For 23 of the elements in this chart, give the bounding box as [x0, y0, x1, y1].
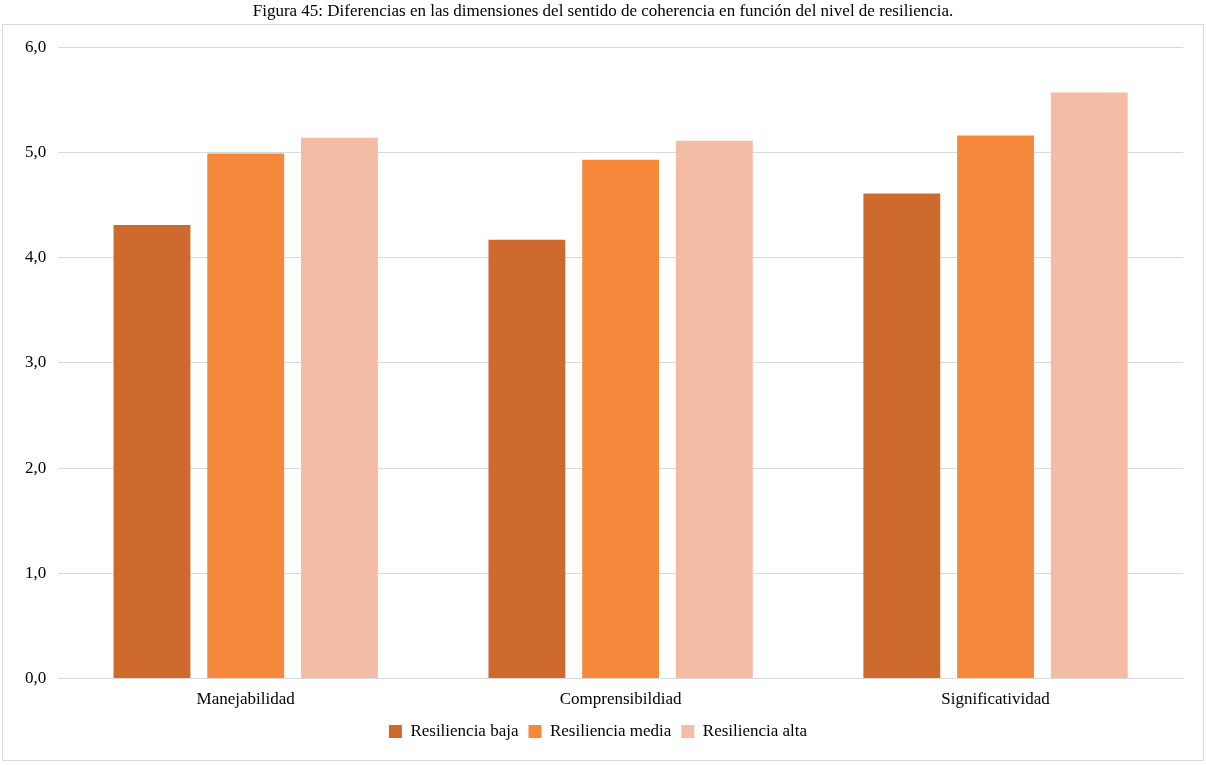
y-tick-label: 1,0	[25, 562, 47, 582]
bar	[582, 159, 660, 679]
bar	[488, 239, 566, 679]
y-tick-label: 2,0	[25, 457, 47, 477]
legend-label: Resiliencia baja	[410, 720, 519, 740]
y-tick-label: 4,0	[25, 247, 47, 267]
bar	[113, 225, 191, 679]
y-tick-label: 0,0	[25, 668, 47, 688]
bar	[207, 153, 285, 679]
legend-label: Resiliencia alta	[702, 720, 808, 740]
bar	[863, 193, 941, 679]
x-tick-label: Manejabilidad	[196, 689, 296, 709]
bar	[1050, 92, 1128, 679]
chart-title: Figura 45: Diferencias en las dimensiones del sentido de coherencia en función del nivel de resiliencia.	[251, 0, 955, 22]
bar	[675, 140, 753, 679]
y-tick-label: 3,0	[25, 352, 47, 372]
x-tick-label: Significatividad	[941, 689, 1051, 709]
x-tick-label: Comprensibildiad	[559, 689, 683, 709]
y-tick-label: 6,0	[25, 36, 47, 56]
legend-label: Resiliencia media	[549, 720, 672, 740]
bar	[957, 135, 1034, 679]
bar	[301, 137, 378, 679]
y-tick-label: 5,0	[25, 141, 47, 161]
